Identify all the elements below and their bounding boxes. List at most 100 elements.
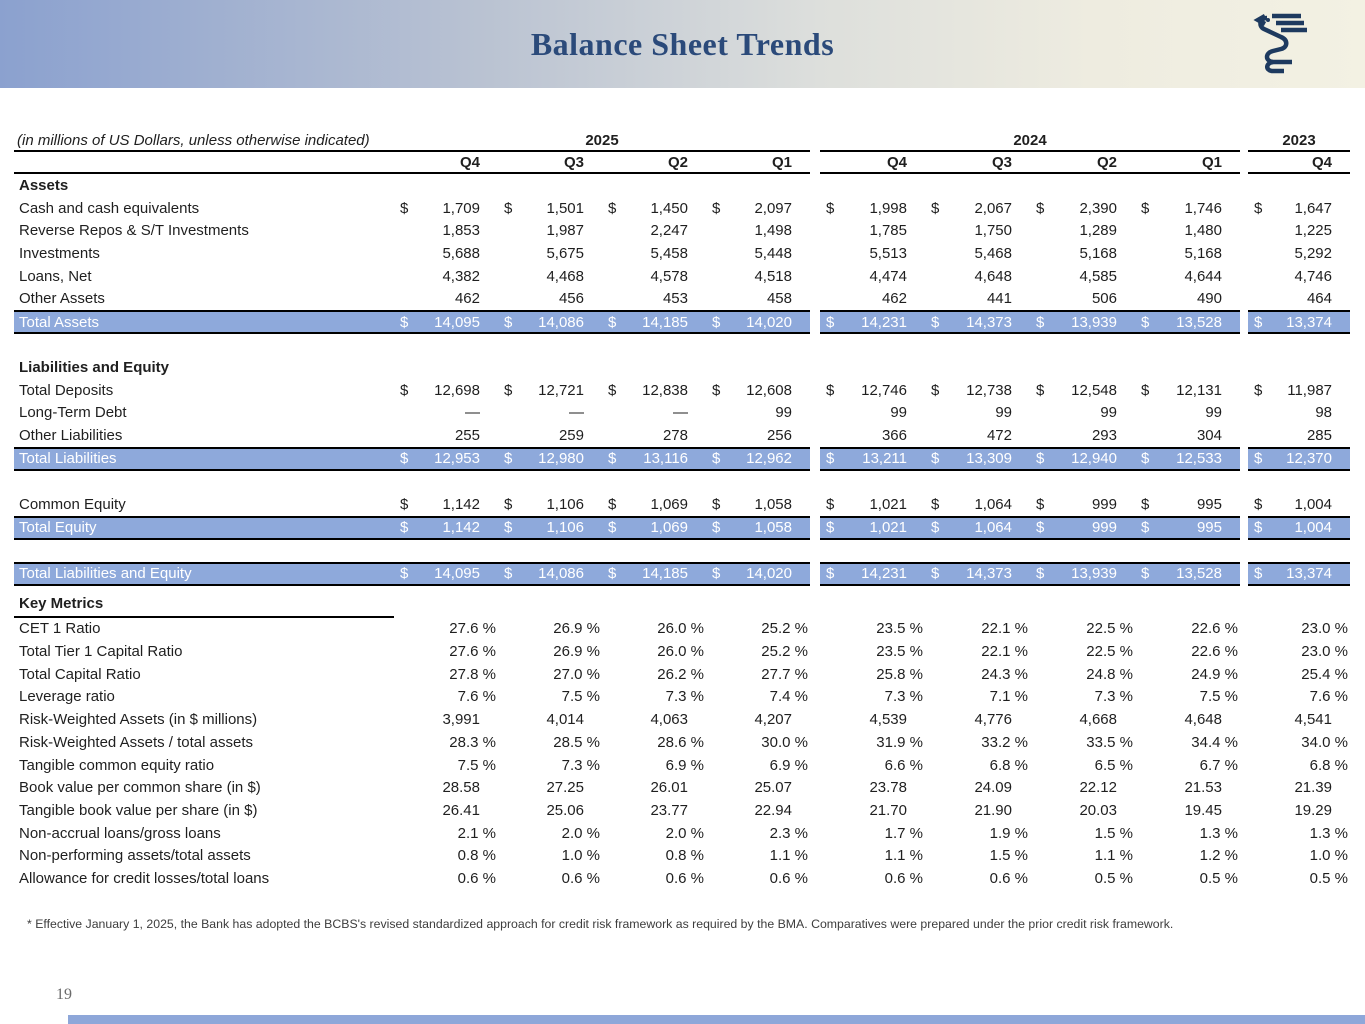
dollar-sign: $ [826,313,835,331]
row-label: Cash and cash equivalents [19,199,200,217]
value-cell: $13,374 [1254,313,1332,331]
row-label: Tangible common equity ratio [19,756,215,774]
value-cell: 2.3 % [769,824,808,842]
value-cell: $1,004 [1254,495,1332,513]
value-cell: $14,020 [712,565,792,583]
dollar-sign: $ [1036,381,1045,399]
dollar-sign: $ [1141,495,1150,513]
dollar-sign: $ [1254,495,1263,513]
dollar-sign: $ [712,565,721,583]
value-cell: 99 [1100,404,1117,422]
table-row: Other Liabilities 255 259 278 256 366 472 293 30… [14,424,1350,447]
value-cell: 5,513 [869,244,907,262]
row-label: Allowance for credit losses/total loans [19,869,270,887]
value-cell: 453 [662,290,688,308]
value-cell: 99 [995,404,1012,422]
value-cell: 4,518 [754,267,792,285]
value-cell: 25.2 % [761,643,808,661]
year-2023-label: 2023 [1248,131,1350,152]
value-cell: 19.29 [1294,801,1332,819]
value-cell: 5,468 [974,244,1012,262]
row-label: Other Assets [19,290,105,308]
value-cell: $1,064 [931,495,1012,513]
quarter-header-cell: Q4 [459,153,480,171]
table-row: Allowance for credit losses/total loans 0… [14,867,1350,890]
value-cell: $1,069 [608,495,688,513]
table-row: Total Tier 1 Capital Ratio 27.6 % 26.9 % 26… [14,640,1350,663]
value-cell: 1.0 % [1309,847,1348,865]
value-cell: 22.5 % [1086,643,1133,661]
balance-sheet-table: (in millions of US Dollars, unless other… [14,131,1350,890]
value-cell: $12,738 [931,381,1012,399]
value-cell: 1.3 % [1309,824,1348,842]
dollar-sign: $ [1036,313,1045,331]
dollar-sign: $ [931,495,940,513]
dollar-sign: $ [1036,495,1045,513]
value-cell: $1,069 [608,519,688,537]
dollar-sign: $ [504,313,513,331]
value-cell: $12,980 [504,450,584,468]
value-cell: $12,838 [608,381,688,399]
table-row: Non-performing assets/total assets 0.8 % 1… [14,844,1350,867]
value-cell: $1,746 [1141,199,1222,217]
total-row: Total Equity $1,142 $1,106 $1,069 $1,058 $1,0… [14,515,1350,540]
value-cell: $13,939 [1036,313,1117,331]
value-cell: 304 [1196,427,1222,445]
row-label: Total Equity [19,519,97,537]
value-cell: 1,750 [974,222,1012,240]
row-label: Risk-Weighted Assets (in $ millions) [19,711,258,729]
value-cell: 21.90 [974,801,1012,819]
value-cell: $1,106 [504,495,584,513]
dollar-sign: $ [1141,450,1150,468]
value-cell: 1.0 % [561,847,600,865]
value-cell: 1.5 % [1094,824,1133,842]
value-cell: 7.5 % [1199,688,1238,706]
dollar-sign: $ [1254,381,1263,399]
value-cell: $2,067 [931,199,1012,217]
section-header-row: Key Metrics [14,592,1350,618]
value-cell: 5,458 [650,244,688,262]
value-cell: 26.0 % [657,643,704,661]
dollar-sign: $ [931,313,940,331]
value-cell: 0.6 % [884,869,923,887]
dollar-sign: $ [400,313,409,331]
dollar-sign: $ [931,565,940,583]
dollar-sign: $ [712,313,721,331]
value-cell: 5,688 [442,244,480,262]
value-cell: $14,373 [931,313,1012,331]
value-cell: 26.2 % [657,665,704,683]
table-row: Book value per common share (in $) 28.58 2… [14,776,1350,799]
dollar-sign: $ [712,519,721,537]
row-label: Reverse Repos & S/T Investments [19,222,249,240]
table-row: Reverse Repos & S/T Investments 1,853 1,98… [14,219,1350,242]
value-cell: 25.2 % [761,620,808,638]
value-cell: 33.2 % [981,733,1028,751]
value-cell: 26.9 % [553,620,600,638]
value-cell: 1.3 % [1199,824,1238,842]
value-cell: 28.3 % [449,733,496,751]
spacer-row [14,540,1350,562]
value-cell: 6.9 % [665,756,704,774]
value-cell: $12,698 [400,381,480,399]
row-label: Other Liabilities [19,427,123,445]
value-cell: 4,776 [974,711,1012,729]
value-cell: $14,373 [931,565,1012,583]
year-2025-label: 2025 [585,132,619,149]
value-cell: 22.1 % [981,620,1028,638]
value-cell: 255 [454,427,480,445]
units-note: (in millions of US Dollars, unless other… [17,132,370,149]
value-cell: 7.1 % [989,688,1028,706]
dollar-sign: $ [400,450,409,468]
row-label: Leverage ratio [19,688,115,706]
value-cell: $1,501 [504,199,584,217]
value-cell: 26.01 [650,779,688,797]
dollar-sign: $ [1254,519,1263,537]
value-cell: 7.5 % [457,756,496,774]
quarter-header-cell: Q2 [667,153,688,171]
value-cell: 4,382 [442,267,480,285]
value-cell: 1,853 [442,222,480,240]
value-cell: 25.4 % [1301,665,1348,683]
dollar-sign: $ [400,199,409,217]
quarter-header-cell: Q4 [1311,153,1332,171]
footnote: * Effective January 1, 2025, the Bank ha… [27,917,1174,931]
